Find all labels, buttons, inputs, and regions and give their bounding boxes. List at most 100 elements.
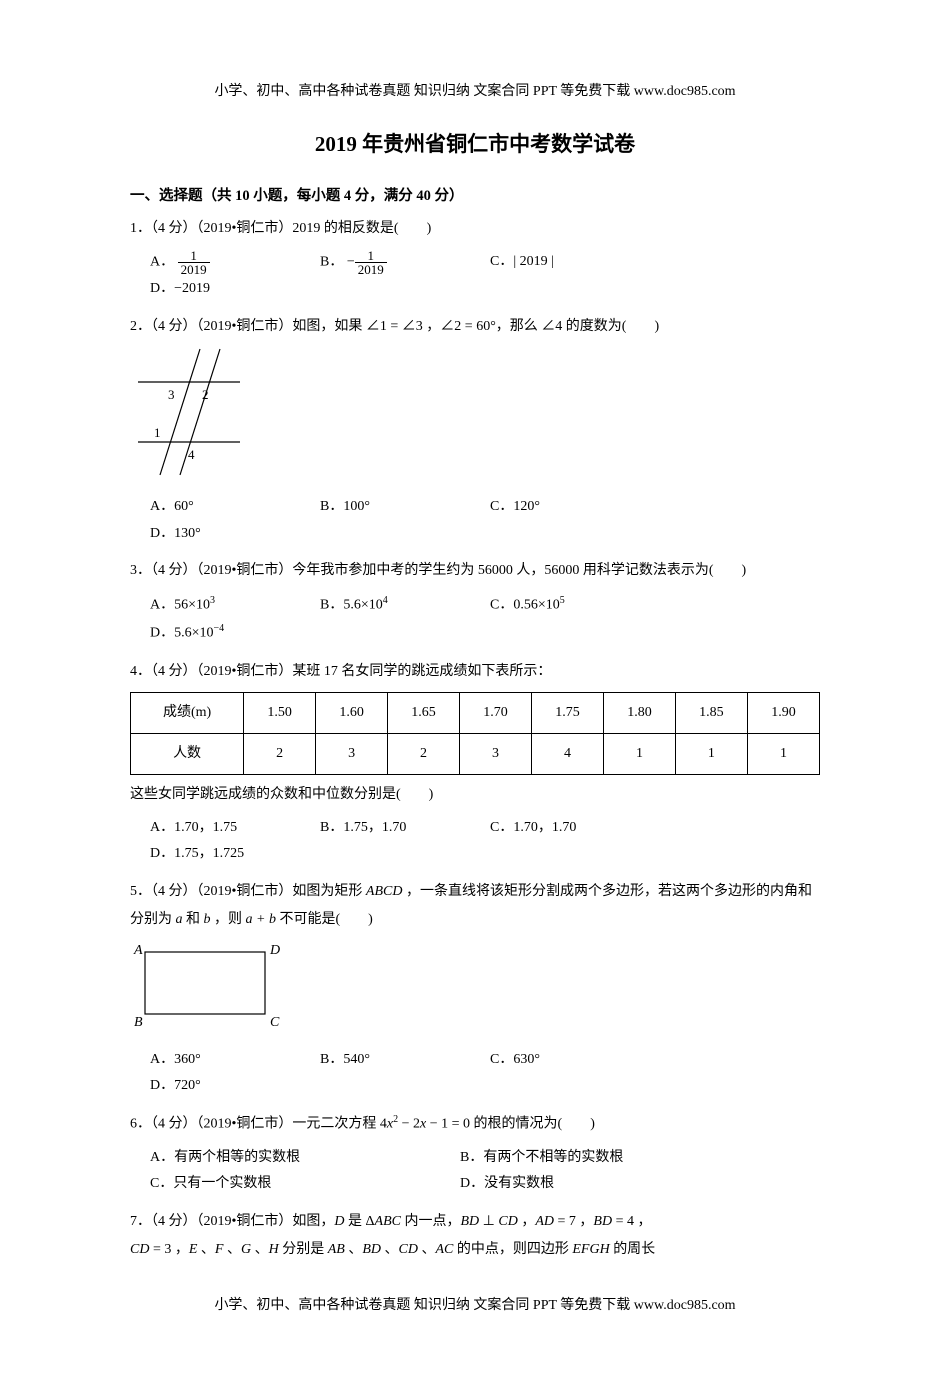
q1-d-prefix: D． [150, 281, 174, 296]
question-5: 5．（4 分）（2019•铜仁市）如图为矩形 ABCD ，一条直线将该矩形分割成… [130, 878, 820, 1100]
q1-b-den: 2019 [355, 263, 387, 276]
q5-s-c: ，则 [211, 912, 246, 927]
q1-c-prefix: C． [490, 254, 513, 269]
q7-l1-bd2: BD [593, 1214, 612, 1229]
question-4: 4．（4 分）（2019•铜仁市）某班 17 名女同学的跳远成绩如下表所示： 成… [130, 658, 820, 868]
q4-opt-c: C．1.70，1.70 [490, 815, 650, 842]
header-note: 小学、初中、高中各种试卷真题 知识归纳 文案合同 PPT 等免费下载 www.d… [130, 80, 820, 100]
q3-opt-d: D．5.6×10−4 [150, 619, 310, 647]
section-title: 一、选择题（共 10 小题，每小题 4 分，满分 40 分） [130, 184, 820, 205]
q5-s-abcd: ABCD [366, 884, 403, 899]
q4-c4: 1.75 [532, 692, 604, 733]
q4-n3: 3 [460, 733, 532, 774]
q5-s-a: 5．（4 分）（2019•铜仁市）如图为矩形 [130, 884, 366, 899]
q7-l1-d: D [334, 1214, 344, 1229]
q6-stem: 6．（4 分）（2019•铜仁市）一元二次方程 4x2 − 2x − 1 = 0… [130, 1110, 820, 1139]
q6-opt-a: A．有两个相等的实数根 [150, 1145, 450, 1172]
q5-label-b: B [134, 1015, 143, 1030]
q7-l1-abc: ABC [375, 1214, 401, 1229]
q7-l1-e: = 7 ， [554, 1214, 593, 1229]
q7-l2-s1: 、 [197, 1242, 215, 1257]
q5-s-d: 不可能是( ) [276, 912, 373, 927]
q2-stem: 2．（4 分）（2019•铜仁市）如图，如果 ∠1 = ∠3 ，∠2 = 60°… [130, 313, 820, 341]
q4-n7: 1 [747, 733, 819, 774]
q4-opt-a: A．1.70，1.75 [150, 815, 310, 842]
q4-c3: 1.70 [460, 692, 532, 733]
q7-l2-ac: AC [435, 1242, 453, 1257]
q3-opt-c: C．0.56×105 [490, 591, 650, 619]
q6-opt-d: D．没有实数根 [460, 1171, 760, 1198]
footer-note: 小学、初中、高中各种试卷真题 知识归纳 文案合同 PPT 等免费下载 www.d… [130, 1294, 820, 1314]
q7-l1-a: 7．（4 分）（2019•铜仁市）如图， [130, 1214, 334, 1229]
q1-stem: 1．（4 分）（2019•铜仁市）2019 的相反数是( ) [130, 215, 820, 243]
q2-label-4: 4 [188, 447, 195, 462]
q2-label-1: 1 [154, 425, 161, 440]
q7-l2-a: = 3 ， [149, 1242, 188, 1257]
q3-a-pre: A．56×10 [150, 598, 210, 613]
q4-n2: 2 [388, 733, 460, 774]
q7-l1-d2: ， [518, 1214, 536, 1229]
q3-opt-a: A．56×103 [150, 591, 310, 619]
q2-opt-b: B．100° [320, 494, 480, 521]
question-3: 3．（4 分）（2019•铜仁市）今年我市参加中考的学生约为 56000 人，5… [130, 557, 820, 648]
q7-l1-f: = 4 ， [612, 1214, 651, 1229]
q7-l2-s6: 、 [418, 1242, 436, 1257]
q7-l1-b: 是 Δ [345, 1214, 375, 1229]
q7-l2-ab: AB [328, 1242, 345, 1257]
q1-a-frac: 1 2019 [178, 249, 210, 276]
q5-opt-c: C．630° [490, 1047, 650, 1074]
q7-l2-h: H [269, 1242, 279, 1257]
q6-s-c: − 1 = 0 的根的情况为( ) [426, 1117, 595, 1132]
q4-n1: 3 [316, 733, 388, 774]
q3-b-pre: B．5.6×10 [320, 598, 383, 613]
q4-stem: 4．（4 分）（2019•铜仁市）某班 17 名女同学的跳远成绩如下表所示： [130, 658, 820, 686]
q7-l2-efgh: EFGH [572, 1242, 609, 1257]
q5-s-sum: a + b [246, 912, 276, 927]
q1-opt-a: A． 1 2019 [150, 249, 310, 276]
q1-a-num: 1 [178, 249, 210, 263]
q7-l2-g: G [241, 1242, 251, 1257]
q5-opt-b: B．540° [320, 1047, 480, 1074]
q4-c6: 1.85 [675, 692, 747, 733]
q7-l2-s3: 、 [251, 1242, 269, 1257]
q7-l2-d: 的周长 [610, 1242, 656, 1257]
q4-c2: 1.65 [388, 692, 460, 733]
q5-s-avar: a [176, 912, 183, 927]
question-7: 7．（4 分）（2019•铜仁市）如图，D 是 ΔABC 内一点，BD ⊥ CD… [130, 1208, 820, 1264]
q4-post: 这些女同学跳远成绩的众数和中位数分别是( ) [130, 781, 820, 809]
paper-title: 2019 年贵州省铜仁市中考数学试卷 [130, 128, 820, 158]
q4-n4: 4 [532, 733, 604, 774]
q1-opt-c: C．| 2019 | [490, 249, 650, 276]
q2-opt-a: A．60° [150, 494, 310, 521]
q3-c-pre: C．0.56×10 [490, 598, 560, 613]
q7-l1-cd: CD [498, 1214, 517, 1229]
q3-stem: 3．（4 分）（2019•铜仁市）今年我市参加中考的学生约为 56000 人，5… [130, 557, 820, 585]
q1-b-frac: 1 2019 [355, 249, 387, 276]
q1-a-prefix: A． [150, 255, 174, 270]
q7-line1: 7．（4 分）（2019•铜仁市）如图，D 是 ΔABC 内一点，BD ⊥ CD… [130, 1208, 820, 1236]
q2-opt-d: D．130° [150, 521, 310, 548]
q7-l2-b: 分别是 [279, 1242, 328, 1257]
question-1: 1．（4 分）（2019•铜仁市）2019 的相反数是( ) A． 1 2019… [130, 215, 820, 303]
q4-row2-label: 人数 [131, 733, 244, 774]
q2-opt-c: C．120° [490, 494, 650, 521]
q6-opt-c: C．只有一个实数根 [150, 1171, 450, 1198]
q4-table: 成绩(m) 1.50 1.60 1.65 1.70 1.75 1.80 1.85… [130, 692, 820, 775]
q5-label-c: C [270, 1015, 280, 1030]
q4-n6: 1 [675, 733, 747, 774]
q4-c0: 1.50 [244, 692, 316, 733]
q1-b-neg: − [347, 255, 355, 270]
q1-c-text: | 2019 | [513, 254, 554, 269]
q4-n0: 2 [244, 733, 316, 774]
question-2: 2．（4 分）（2019•铜仁市）如图，如果 ∠1 = ∠3 ，∠2 = 60°… [130, 313, 820, 547]
q3-d-sup: −4 [214, 623, 225, 634]
q4-c1: 1.60 [316, 692, 388, 733]
q4-opt-d: D．1.75，1.725 [150, 841, 310, 868]
q6-s-b: − 2 [398, 1117, 420, 1132]
q2-label-3: 3 [168, 387, 175, 402]
q5-opt-d: D．720° [150, 1073, 310, 1100]
q4-row1-label: 成绩(m) [131, 692, 244, 733]
q5-s-and: 和 [183, 912, 204, 927]
q1-b-num: 1 [355, 249, 387, 263]
q4-c5: 1.80 [603, 692, 675, 733]
